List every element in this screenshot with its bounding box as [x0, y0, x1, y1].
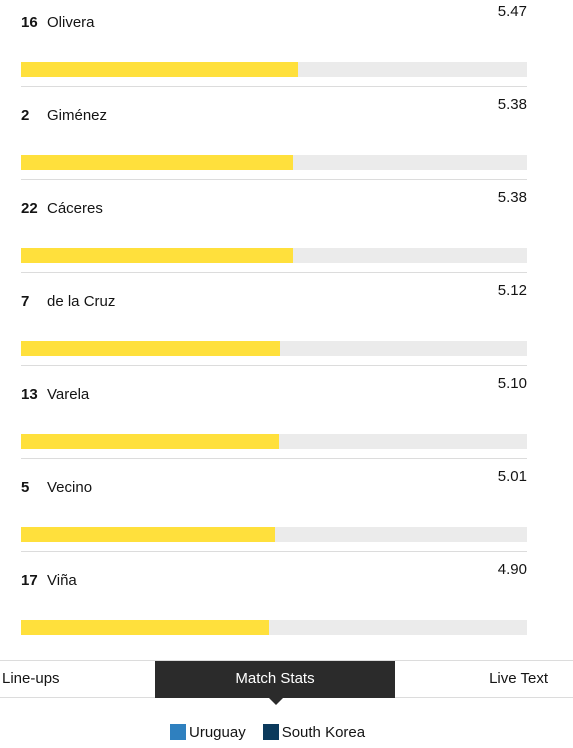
- player-number: 5: [21, 479, 30, 496]
- legend-item-uruguay: Uruguay: [170, 724, 246, 741]
- player-row: 22 Cáceres 5.38: [21, 186, 527, 279]
- player-number: 2: [21, 107, 30, 124]
- rating-bar-track: [21, 155, 527, 170]
- row-divider: [21, 179, 527, 180]
- active-tab-caret-icon: [269, 698, 283, 705]
- row-divider: [21, 86, 527, 87]
- row-divider: [21, 551, 527, 552]
- rating-bar-fill: [21, 434, 279, 449]
- legend-swatch: [170, 724, 186, 740]
- player-name: Cáceres: [47, 200, 103, 217]
- player-row: 2 Giménez 5.38: [21, 93, 527, 186]
- player-rating: 5.10: [497, 375, 527, 392]
- rating-bar-fill: [21, 527, 275, 542]
- player-rating: 4.90: [497, 561, 527, 578]
- player-row: 17 Viña 4.90: [21, 558, 527, 651]
- tab-match-stats-label: Match Stats: [235, 670, 315, 687]
- player-row: 16 Olivera 5.47: [21, 0, 527, 93]
- player-number: 17: [21, 572, 38, 589]
- player-number: 7: [21, 293, 30, 310]
- player-rating: 5.47: [497, 3, 527, 20]
- player-name: Varela: [47, 386, 90, 403]
- team-legend: Uruguay South Korea: [170, 723, 382, 741]
- legend-label: South Korea: [281, 723, 366, 741]
- tab-live-text[interactable]: Live Text: [489, 670, 548, 687]
- legend-swatch: [262, 724, 279, 740]
- player-row: 5 Vecino 5.01: [21, 465, 527, 558]
- rating-bar-fill: [21, 620, 269, 635]
- player-name: Vecino: [47, 479, 93, 496]
- rating-bar-track: [21, 62, 527, 77]
- rating-bar-fill: [21, 155, 293, 170]
- player-number: 16: [21, 14, 38, 31]
- row-divider: [21, 272, 527, 273]
- player-name: Olivera: [47, 14, 95, 31]
- match-tabs: Line-ups Match Stats Live Text: [0, 660, 573, 705]
- rating-bar-fill: [21, 341, 280, 356]
- tab-line-ups[interactable]: Line-ups: [2, 670, 60, 687]
- tab-match-stats[interactable]: Match Stats: [155, 661, 395, 705]
- player-rating: 5.38: [497, 96, 527, 113]
- player-rating: 5.01: [497, 468, 527, 485]
- player-name: Giménez: [47, 107, 108, 124]
- rating-bar-track: [21, 434, 527, 449]
- player-rating: 5.38: [497, 189, 527, 206]
- player-row: 7 de la Cruz 5.12: [21, 279, 527, 372]
- rating-bar-fill: [21, 248, 293, 263]
- player-name: Viña: [47, 572, 77, 589]
- player-number: 22: [21, 200, 38, 217]
- legend-label: Uruguay: [189, 723, 246, 741]
- player-rating: 5.12: [497, 282, 527, 299]
- rating-bar-track: [21, 527, 527, 542]
- row-divider: [21, 365, 527, 366]
- rating-bar-track: [21, 248, 527, 263]
- row-divider: [21, 458, 527, 459]
- rating-bar-fill: [21, 62, 298, 77]
- player-number: 13: [21, 386, 38, 403]
- rating-bar-track: [21, 341, 527, 356]
- player-row: 13 Varela 5.10: [21, 372, 527, 465]
- player-name: de la Cruz: [47, 293, 116, 310]
- legend-item-south-korea: South Korea: [262, 723, 366, 741]
- rating-bar-track: [21, 620, 527, 635]
